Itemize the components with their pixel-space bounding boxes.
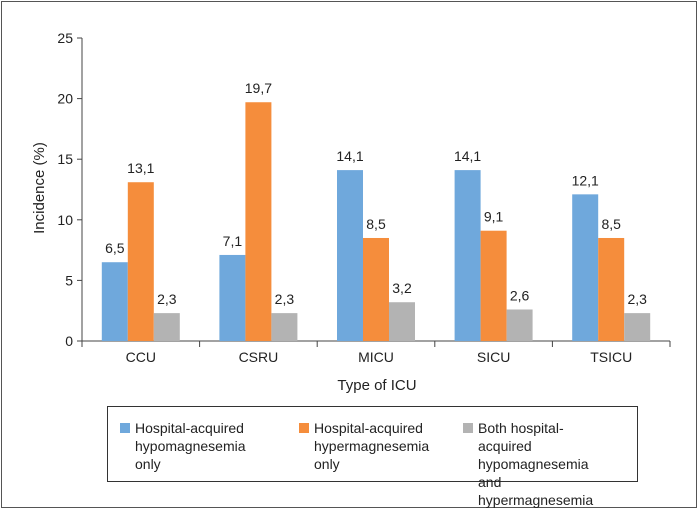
bar [389, 302, 415, 341]
bar [624, 313, 651, 341]
legend-swatch [463, 423, 473, 433]
legend-swatch [299, 423, 309, 433]
bar [127, 182, 154, 341]
bar [480, 230, 507, 341]
bar [598, 237, 625, 341]
data-label: 14,1 [336, 148, 363, 164]
data-labels: 6,5 13,1 2,3 7,1 19,7 2,3 14,1 8,5 3,2 14,1 9,1 2,6… [105, 80, 647, 307]
bar [506, 309, 533, 341]
data-label: 13,1 [127, 160, 154, 176]
data-label: 14,1 [454, 148, 481, 164]
data-label: 7,1 [223, 233, 243, 249]
bar [363, 237, 389, 341]
data-label: 8,5 [366, 216, 386, 232]
data-label: 2,3 [157, 291, 177, 307]
y-tick-label: 10 [57, 212, 73, 228]
data-label: 3,2 [392, 280, 412, 296]
y-axis-title: Incidence (%) [31, 142, 48, 234]
y-tick-label: 20 [57, 91, 73, 107]
legend-swatch [120, 423, 130, 433]
legend-label: Hospital-acquired hypermagnesemia only [314, 420, 430, 472]
x-tick-label: SICU [477, 349, 510, 365]
bar [337, 170, 363, 341]
data-label: 19,7 [245, 80, 272, 96]
axes: 0 5 10 15 20 25 CCU CSRU MICU SICU TSICU [57, 30, 671, 365]
data-label: 8,5 [601, 216, 621, 232]
bar [219, 254, 246, 341]
data-label: 9,1 [484, 209, 504, 225]
bar [153, 313, 180, 341]
data-label: 2,3 [627, 291, 647, 307]
data-label: 12,1 [572, 172, 599, 188]
bars [101, 102, 651, 342]
bar [101, 262, 128, 341]
y-tick-label: 0 [65, 333, 73, 349]
x-tick-label: MICU [358, 349, 394, 365]
y-tick-label: 15 [57, 151, 73, 167]
x-axis-title: Type of ICU [337, 377, 416, 394]
x-tick-label: TSICU [590, 349, 632, 365]
bar [454, 170, 481, 341]
legend: Hospital-acquired hypomagnesemia only Ho… [107, 406, 638, 508]
x-tick-label: CSRU [239, 349, 279, 365]
data-label: 2,6 [510, 287, 530, 303]
bar [572, 194, 599, 341]
bar [245, 102, 272, 342]
data-label: 6,5 [105, 240, 125, 256]
y-tick-label: 25 [57, 30, 73, 46]
y-tick-label: 5 [65, 272, 73, 288]
bar [271, 313, 298, 341]
legend-label: Both hospital-acquired hypomagnesemia an… [478, 420, 594, 508]
data-label: 2,3 [275, 291, 295, 307]
x-tick-label: CCU [126, 349, 156, 365]
legend-label: Hospital-acquired hypomagnesemia only [135, 420, 246, 472]
